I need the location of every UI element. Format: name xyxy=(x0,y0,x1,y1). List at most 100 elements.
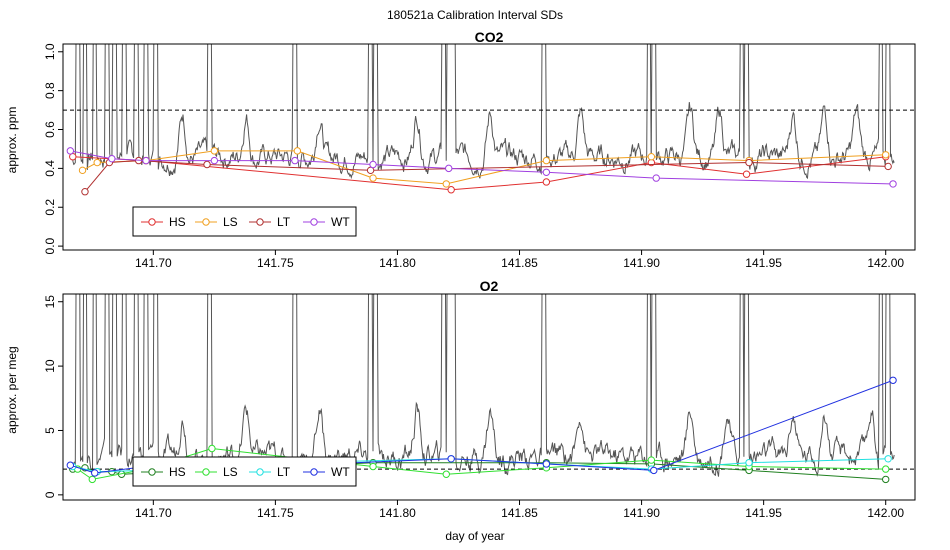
co2-wt-point xyxy=(369,160,377,169)
o2-panel: O2 approx. per meg 141.70 141.75 141.80 141… xyxy=(5,278,916,520)
o2-ls-point xyxy=(88,475,96,484)
o2-ls-point xyxy=(882,465,890,473)
o2-plot-frame xyxy=(62,293,916,501)
o2-legend-label: WT xyxy=(331,465,350,479)
co2-y-tick-label: 1.0 xyxy=(43,43,57,60)
o2-wt-point xyxy=(91,469,99,477)
co2-wt-point xyxy=(142,156,150,165)
o2-wt-point xyxy=(447,455,455,463)
co2-y-axis-label: approx. ppm xyxy=(5,107,19,174)
o2-lt-point xyxy=(745,458,753,467)
co2-legend-swatch-marker xyxy=(148,218,156,226)
co2-lt-point xyxy=(203,160,211,169)
o2-y-axis-label: approx. per meg xyxy=(5,346,19,433)
co2-x-tick-label: 141.90 xyxy=(623,256,660,270)
o2-x-tick-label: 142.00 xyxy=(867,506,904,520)
co2-y-tick-label: 0.4 xyxy=(43,160,57,177)
co2-ls-point xyxy=(78,166,87,175)
co2-ls-point xyxy=(210,147,219,155)
co2-x-tick-label: 141.80 xyxy=(379,256,416,270)
o2-ls-point xyxy=(208,444,216,453)
co2-legend-swatch-marker xyxy=(256,218,264,226)
o2-wt-point xyxy=(889,376,897,384)
co2-legend-swatch-marker xyxy=(202,218,210,226)
o2-legend-swatch-marker xyxy=(202,468,210,476)
co2-wt-point xyxy=(210,156,219,165)
co2-x-tick-label: 142.00 xyxy=(867,256,904,270)
o2-legend: HS LS LT WT xyxy=(132,456,357,487)
co2-wt-point xyxy=(652,174,660,182)
co2-x-tick-label: 141.75 xyxy=(257,256,294,270)
o2-ls-point xyxy=(442,470,450,478)
co2-legend-label: LT xyxy=(277,215,291,229)
co2-series-lt xyxy=(81,156,892,196)
o2-y-tick-label: 5 xyxy=(43,427,57,434)
co2-lt-point xyxy=(81,187,89,196)
o2-ls-point xyxy=(647,456,656,464)
figure-title: 180521a Calibration Interval SDs xyxy=(387,8,563,22)
co2-ls-point xyxy=(442,180,450,188)
o2-legend-swatch-marker xyxy=(148,468,156,476)
co2-x-tick-label: 141.95 xyxy=(745,256,782,270)
co2-wt-point xyxy=(66,147,75,155)
co2-x-tick-label: 141.85 xyxy=(501,256,538,270)
o2-ls-line xyxy=(77,447,886,480)
o2-wt-point xyxy=(66,461,75,469)
o2-x-tick-label: 141.75 xyxy=(257,506,294,520)
o2-ls-point xyxy=(369,462,377,471)
co2-legend-label: LS xyxy=(223,215,238,229)
o2-wt-point xyxy=(650,466,658,475)
co2-wt-point xyxy=(445,164,453,173)
co2-measurement-trace xyxy=(71,44,895,180)
co2-legend-swatch-marker xyxy=(310,218,318,226)
co2-x-tick-label: 141.70 xyxy=(135,256,172,270)
co2-panel: CO2 approx. ppm 141.70 141.75 141.80 141.85… xyxy=(5,29,916,270)
o2-y-tick-label: 15 xyxy=(43,295,57,309)
co2-ls-point xyxy=(293,147,302,155)
co2-lt-point xyxy=(745,158,753,167)
o2-y-tick-label: 10 xyxy=(43,359,57,373)
co2-hs-point xyxy=(447,186,455,194)
o2-x-tick-label: 141.70 xyxy=(135,506,172,520)
co2-wt-point xyxy=(889,180,897,188)
o2-hs-point xyxy=(882,475,890,484)
o2-measurement-trace xyxy=(71,294,895,480)
o2-legend-label: LS xyxy=(223,465,238,479)
co2-ls-point xyxy=(542,156,551,165)
o2-x-tick-label: 141.90 xyxy=(623,506,660,520)
co2-series-wt xyxy=(66,147,897,188)
co2-ls-point xyxy=(882,151,890,159)
o2-y-tick-label: 0 xyxy=(43,491,57,498)
co2-wt-point xyxy=(291,156,299,165)
co2-lt-point xyxy=(884,162,892,171)
x-axis-label: day of year xyxy=(445,529,504,543)
co2-y-tick-label: 0.6 xyxy=(43,121,57,138)
o2-wt-line xyxy=(70,379,894,474)
co2-hs-point xyxy=(542,178,551,186)
co2-plot-frame xyxy=(62,43,916,251)
o2-legend-swatch-marker xyxy=(310,468,318,476)
co2-legend: HS LS LT WT xyxy=(132,206,357,237)
o2-legend-label: HS xyxy=(169,465,186,479)
o2-wt-point xyxy=(542,460,551,468)
co2-y-tick-label: 0.2 xyxy=(43,199,57,216)
co2-wt-line xyxy=(70,150,894,185)
o2-x-tick-label: 141.80 xyxy=(379,506,416,520)
o2-legend-swatch-marker xyxy=(256,468,264,476)
co2-wt-point xyxy=(542,168,551,176)
co2-hs-line xyxy=(72,156,886,191)
co2-wt-point xyxy=(108,154,116,163)
co2-y-tick-label: 0.8 xyxy=(43,82,57,99)
o2-lt-point xyxy=(884,455,892,463)
co2-ls-point xyxy=(647,153,656,161)
o2-legend-label: LT xyxy=(277,465,291,479)
co2-legend-label: WT xyxy=(331,215,350,229)
co2-y-tick-label: 0.0 xyxy=(43,237,57,254)
co2-legend-label: HS xyxy=(169,215,186,229)
o2-panel-title: O2 xyxy=(480,278,499,294)
co2-panel-title: CO2 xyxy=(475,29,504,45)
co2-ls-point xyxy=(369,174,377,182)
o2-x-tick-label: 141.95 xyxy=(745,506,782,520)
co2-ls-point xyxy=(93,158,101,167)
